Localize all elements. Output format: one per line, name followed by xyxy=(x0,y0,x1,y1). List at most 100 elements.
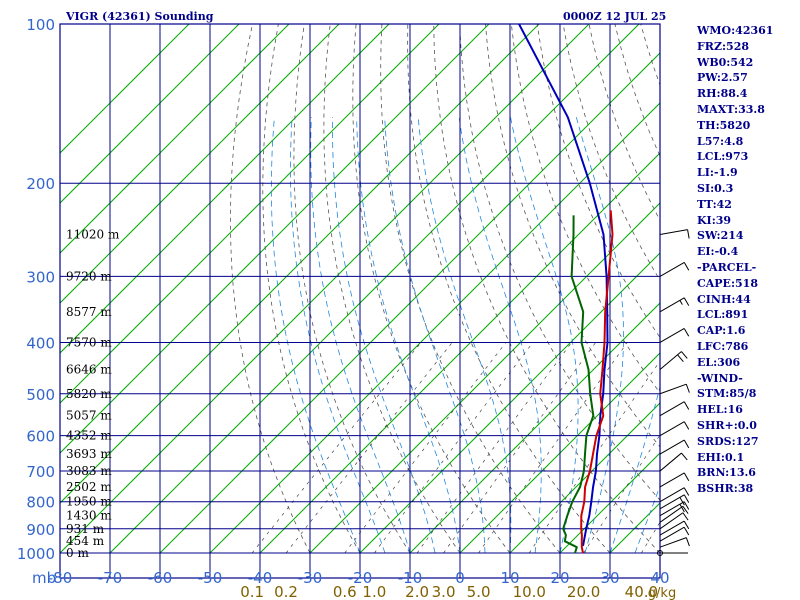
sounding-index-item: WMO:42361 xyxy=(697,24,774,37)
sounding-index-item: TH:5820 xyxy=(697,118,751,132)
pressure-tick-label: 500 xyxy=(26,386,55,404)
wind-barb-staff xyxy=(659,401,685,417)
sounding-index-item: -PARCEL- xyxy=(697,260,757,274)
wind-barb xyxy=(657,550,688,556)
mixing-ratio-label: 2.0 xyxy=(405,583,429,600)
dry-adiabat-line xyxy=(407,24,611,554)
dry-adiabat-line xyxy=(323,24,461,554)
moist-adiabat-line xyxy=(458,117,542,554)
dry-adiabat-line xyxy=(380,24,561,554)
temperature-tick-label: 10 xyxy=(500,569,519,587)
mixing-ratio-unit-label: g/kg xyxy=(648,586,676,600)
wind-barb-staff xyxy=(659,501,685,517)
sounding-index-item: KI:39 xyxy=(697,213,732,227)
wind-calm-marker xyxy=(657,550,663,556)
temperature-tick-label: 20 xyxy=(550,569,569,587)
sounding-index-item: SHR+:0.0 xyxy=(697,418,757,432)
temperature-tick-label: -20 xyxy=(348,569,373,587)
sounding-index-item: PW:2.57 xyxy=(697,71,748,85)
pressure-tick-label: 1000 xyxy=(17,545,55,563)
isotherm-line xyxy=(559,452,660,554)
wind-barb-staff xyxy=(659,505,684,523)
mixing-ratio-label: 3.0 xyxy=(432,583,456,600)
wind-barb xyxy=(659,512,689,530)
wind-barb-staff xyxy=(659,537,687,548)
sounding-index-item: SW:214 xyxy=(697,229,744,243)
wind-barb-layer xyxy=(657,229,690,556)
wind-barb-flag xyxy=(677,354,684,363)
wind-barb xyxy=(659,261,690,277)
sounding-index-item: CAP:1.6 xyxy=(697,324,746,338)
temperature-tick-label: -80 xyxy=(48,569,73,587)
height-label: 11020 m xyxy=(66,228,120,242)
isotherm-line xyxy=(60,24,190,154)
height-label: 1430 m xyxy=(66,509,112,523)
height-label: 7570 m xyxy=(66,335,112,349)
wind-barb-staff xyxy=(659,439,685,455)
dry-adiabat-line xyxy=(459,24,660,501)
sounding-index-item: RH:88.4 xyxy=(697,87,748,101)
sounding-index-item: MAXT:33.8 xyxy=(697,102,765,116)
wind-barb xyxy=(659,401,690,417)
sounding-index-item: CAPE:518 xyxy=(697,276,758,290)
height-label: 1950 m xyxy=(66,495,112,509)
sounding-index-item: STM:85/8 xyxy=(697,387,757,401)
dry-adiabat-line xyxy=(562,24,660,282)
wind-barb-flag xyxy=(683,472,690,481)
wind-barb xyxy=(659,328,690,343)
sounding-index-item: SI:0.3 xyxy=(697,181,734,195)
height-label: 3083 m xyxy=(66,464,112,478)
isotherm-line xyxy=(60,24,240,204)
isotherm-line xyxy=(209,102,660,554)
wind-barb-flag xyxy=(683,328,690,337)
height-label: 5820 m xyxy=(66,387,112,401)
height-label: 931 m xyxy=(66,522,105,536)
wind-barb xyxy=(659,487,690,503)
wind-barb-staff xyxy=(659,229,688,236)
wind-barb-flag xyxy=(683,439,690,449)
height-label: 454 m xyxy=(66,534,105,548)
wind-barb xyxy=(659,526,690,542)
moist-adiabat-line xyxy=(609,117,660,554)
pressure-tick-label: 200 xyxy=(26,175,55,193)
temperature-tick-label: -70 xyxy=(98,569,123,587)
wind-barb-flag xyxy=(685,384,690,393)
sounding-index-item: LI:-1.9 xyxy=(697,166,738,180)
dewpoint-trace xyxy=(562,215,595,554)
wind-barb-staff xyxy=(659,487,685,503)
temperature-tick-label: -30 xyxy=(298,569,323,587)
sounding-index-item: SRDS:127 xyxy=(697,434,759,448)
wind-barb xyxy=(659,494,690,510)
mixing-ratio-label: 0.2 xyxy=(274,583,298,600)
wind-barb-flag xyxy=(687,229,690,239)
moist-adiabat-line xyxy=(417,117,512,554)
mixing-ratio-label: 20.0 xyxy=(567,583,600,600)
mixing-ratio-label: 5.0 xyxy=(467,583,491,600)
temperature-trace xyxy=(580,210,614,554)
height-label: 8577 m xyxy=(66,305,112,319)
wind-barb xyxy=(659,472,690,488)
wind-barb-flag xyxy=(683,487,690,496)
wind-barb-staff xyxy=(659,328,685,343)
isotherm-line xyxy=(60,24,340,304)
sounding-index-item: LCL:891 xyxy=(697,308,749,322)
temperature-tick-label: -60 xyxy=(148,569,173,587)
height-label: 6646 m xyxy=(66,363,112,377)
wind-barb xyxy=(659,383,690,395)
mixing-ratio-label: 40.0 xyxy=(625,583,658,600)
temperature-tick-label: -10 xyxy=(398,569,423,587)
isotherm-line xyxy=(60,24,390,354)
pressure-tick-label: 800 xyxy=(26,494,55,512)
grid-layer xyxy=(60,24,660,554)
height-label: 5057 m xyxy=(66,409,112,423)
temperature-tick-label: 30 xyxy=(600,569,619,587)
wind-barb-staff xyxy=(659,512,684,530)
isotherm-line xyxy=(60,24,290,254)
isotherm-line xyxy=(309,202,660,554)
mixing-ratio-label: 1.0 xyxy=(362,583,386,600)
sounding-index-item: LFC:786 xyxy=(697,339,749,353)
sounding-index-item: WB0:542 xyxy=(697,55,754,69)
